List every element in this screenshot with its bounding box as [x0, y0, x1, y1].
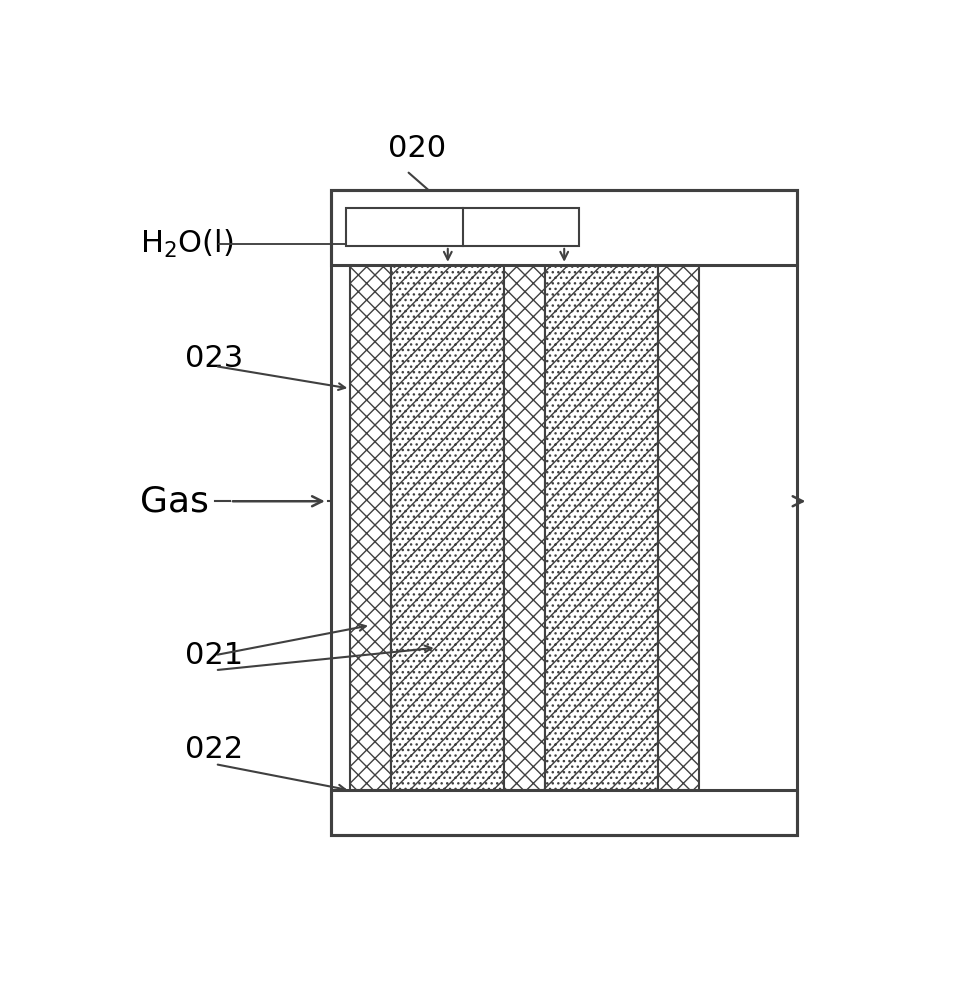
Bar — [331, 790, 797, 835]
Text: 020: 020 — [388, 134, 446, 163]
Text: 023: 023 — [185, 344, 243, 373]
Bar — [391, 265, 504, 790]
Bar — [331, 190, 797, 265]
Text: Gas: Gas — [140, 484, 208, 518]
Text: 021: 021 — [185, 641, 243, 670]
Text: 022: 022 — [185, 735, 243, 764]
Bar — [347, 208, 579, 246]
Bar — [658, 265, 700, 790]
Bar — [331, 190, 797, 835]
Bar — [350, 265, 391, 790]
Text: H$_2$O(l): H$_2$O(l) — [140, 228, 234, 260]
Bar — [546, 265, 658, 790]
Bar — [504, 265, 546, 790]
